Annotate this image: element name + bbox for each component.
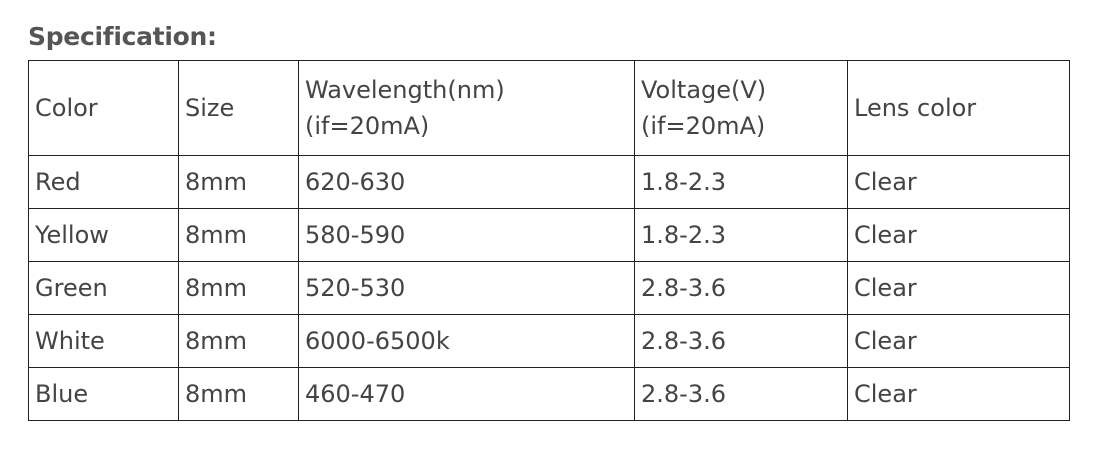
table-cell: Green — [28, 261, 179, 315]
header-cell: Color — [28, 60, 179, 156]
table-cell: 8mm — [178, 367, 299, 421]
table-cell: Clear — [847, 155, 1070, 209]
table-cell: Yellow — [28, 208, 179, 262]
header-row: Color Size Wavelength(nm) (if=20mA) Voltage(… — [28, 60, 1070, 156]
table-cell: 620-630 — [298, 155, 635, 209]
table-row: Blue 8mm 460-470 2.8-3.6 Clear — [28, 367, 1070, 421]
table-cell: 8mm — [178, 314, 299, 368]
header-cell: Size — [178, 60, 299, 156]
table-cell: Blue — [28, 367, 179, 421]
header-line: Size — [185, 94, 235, 122]
table-row: Red 8mm 620-630 1.8-2.3 Clear — [28, 155, 1070, 209]
table-cell: 2.8-3.6 — [634, 367, 848, 421]
title: Specification: — [28, 22, 217, 51]
table-cell: 8mm — [178, 261, 299, 315]
header-line: (if=20mA) — [305, 112, 430, 140]
table-cell: Clear — [847, 261, 1070, 315]
header-line: Lens color — [854, 94, 977, 122]
table-cell: Clear — [847, 314, 1070, 368]
header-cell: Wavelength(nm) (if=20mA) — [298, 60, 635, 156]
header-cell: Voltage(V) (if=20mA) — [634, 60, 848, 156]
header-line: Color — [35, 94, 98, 122]
table-cell: 8mm — [178, 155, 299, 209]
table-cell: Red — [28, 155, 179, 209]
table-cell: 2.8-3.6 — [634, 314, 848, 368]
table-cell: Clear — [847, 367, 1070, 421]
table-cell: 580-590 — [298, 208, 635, 262]
spec-table: Color Size Wavelength(nm) (if=20mA) Voltage(… — [28, 60, 1070, 421]
table-cell: 520-530 — [298, 261, 635, 315]
table-cell: 1.8-2.3 — [634, 208, 848, 262]
table-cell: 8mm — [178, 208, 299, 262]
table-cell: 460-470 — [298, 367, 635, 421]
table-row: White 8mm 6000-6500k 2.8-3.6 Clear — [28, 314, 1070, 368]
header-line: Voltage(V) — [641, 76, 767, 104]
table-cell: 2.8-3.6 — [634, 261, 848, 315]
table-cell: 6000-6500k — [298, 314, 635, 368]
table-cell: Clear — [847, 208, 1070, 262]
header-line: (if=20mA) — [641, 112, 766, 140]
table-row: Yellow 8mm 580-590 1.8-2.3 Clear — [28, 208, 1070, 262]
table-body: Color Size Wavelength(nm) (if=20mA) Voltage(… — [28, 60, 1070, 421]
table-row: Green 8mm 520-530 2.8-3.6 Clear — [28, 261, 1070, 315]
table-cell: 1.8-2.3 — [634, 155, 848, 209]
header-line: Wavelength(nm) — [305, 76, 505, 104]
header-cell: Lens color — [847, 60, 1070, 156]
table-cell: White — [28, 314, 179, 368]
